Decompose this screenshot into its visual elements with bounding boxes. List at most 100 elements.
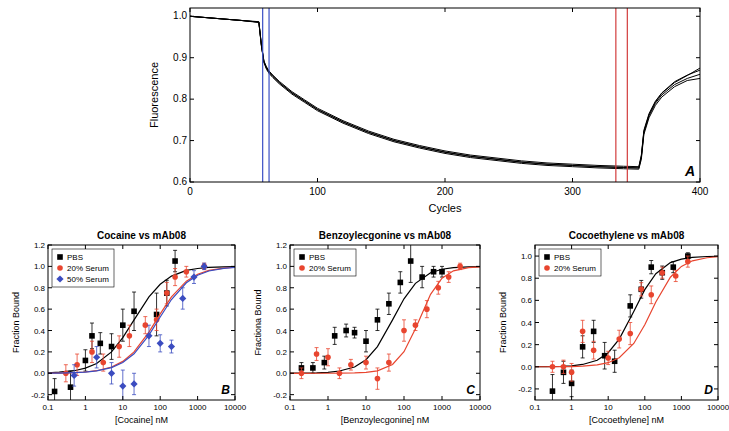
marker	[569, 381, 575, 387]
fit-line	[290, 267, 480, 373]
marker	[131, 308, 137, 314]
error-stem	[552, 375, 553, 400]
error-cap	[550, 372, 554, 373]
error-cap	[121, 370, 125, 371]
x-tick	[718, 396, 719, 400]
y-tick	[190, 16, 194, 17]
y-tick-label: 1.0	[173, 10, 187, 21]
x-tick-label: 100	[154, 403, 168, 412]
error-cap	[64, 364, 68, 365]
plot-frame	[290, 245, 480, 400]
error-cap	[613, 350, 617, 351]
error-cap	[603, 369, 607, 370]
marker	[325, 354, 331, 360]
legend-marker	[57, 254, 63, 260]
x-tick-label: 100	[397, 403, 411, 412]
error-cap	[53, 378, 57, 379]
error-cap	[409, 282, 413, 283]
error-bar	[173, 269, 177, 286]
error-cap	[649, 303, 653, 304]
legend-box	[52, 249, 114, 287]
marker	[569, 370, 575, 376]
y-axis-label: Fraction Bound	[498, 292, 508, 353]
plot-area	[290, 245, 480, 389]
error-bar	[311, 363, 315, 374]
legend-marker	[544, 265, 550, 271]
y-tick	[535, 388, 539, 389]
error-cap	[181, 309, 185, 310]
y-tick	[290, 330, 294, 331]
error-cap	[110, 333, 114, 334]
plot-frame	[190, 8, 700, 182]
error-bar	[375, 309, 379, 330]
x-tick-label: 200	[437, 186, 454, 197]
x-tick	[160, 245, 161, 249]
y-tick-label: 0.2	[34, 348, 46, 357]
error-cap	[592, 359, 596, 360]
y-tick	[290, 351, 294, 352]
error-bar	[458, 263, 462, 269]
x-tick	[48, 396, 49, 400]
x-tick	[571, 245, 572, 249]
error-cap	[628, 294, 632, 295]
x-tick	[404, 396, 405, 400]
legend-marker	[299, 254, 305, 260]
marker	[109, 344, 115, 350]
error-cap	[353, 338, 357, 339]
marker	[436, 285, 442, 291]
marker	[580, 329, 586, 335]
marker	[439, 269, 445, 275]
error-bar	[570, 370, 574, 397]
x-tick	[122, 396, 123, 400]
error-cap	[110, 362, 114, 363]
marker	[168, 343, 175, 350]
marker	[424, 306, 430, 312]
plot-frame	[48, 245, 235, 400]
error-cap	[315, 360, 319, 361]
error-cap	[169, 352, 173, 353]
y-tick-label: 0.6	[173, 176, 187, 187]
x-tick-label: 1000	[189, 403, 207, 412]
x-axis-label: Cycles	[428, 202, 462, 214]
error-cap	[333, 327, 337, 328]
legend-marker	[56, 275, 63, 282]
marker	[201, 264, 207, 270]
y-tick	[48, 287, 52, 288]
error-bar	[165, 282, 169, 303]
error-cap	[628, 316, 632, 317]
y-tick-label: 0.8	[276, 284, 288, 293]
marker	[343, 328, 349, 334]
error-cap	[686, 256, 690, 257]
error-cap	[398, 293, 402, 294]
error-cap	[132, 373, 136, 374]
panel-label: D	[704, 383, 713, 397]
error-bar	[121, 309, 125, 341]
x-tick	[572, 178, 573, 182]
marker	[363, 338, 369, 344]
x-tick-label: 1000	[433, 403, 451, 412]
error-cap	[326, 365, 330, 366]
error-cap	[398, 271, 402, 272]
error-cap	[90, 323, 94, 324]
marker	[401, 328, 407, 334]
marker	[591, 347, 597, 353]
x-tick	[700, 8, 701, 12]
error-bar	[440, 266, 444, 277]
x-tick-label: 10000	[224, 403, 247, 412]
y-tick	[190, 140, 194, 141]
x-tick	[442, 396, 443, 400]
marker	[457, 264, 463, 270]
error-cap	[121, 341, 125, 342]
marker	[83, 358, 89, 364]
y-tick-label: 0.2	[276, 348, 288, 357]
x-axis-label: [Cocaine] nM	[115, 415, 168, 425]
y-axis-label: Fluorescence	[148, 62, 160, 128]
y-tick-label: 0.8	[173, 93, 187, 104]
error-cap	[83, 349, 87, 350]
x-tick-label: 10000	[707, 403, 729, 412]
marker	[648, 292, 654, 298]
x-tick	[718, 245, 719, 249]
y-tick	[476, 287, 480, 288]
error-cap	[333, 344, 337, 345]
y-tick-label: -0.2	[31, 391, 45, 400]
